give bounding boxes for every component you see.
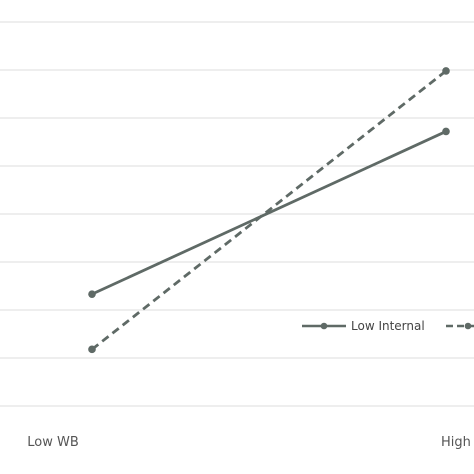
legend-label-low-internal: Low Internal — [351, 319, 425, 333]
series-1-point-0 — [88, 345, 96, 354]
series-line-1 — [91, 69, 447, 351]
series-line-0 — [91, 130, 447, 296]
legend-marker-dashed — [464, 322, 472, 330]
series-layer — [88, 67, 450, 354]
gridlines — [0, 21, 474, 407]
legend-marker-low-internal — [320, 322, 328, 330]
series-1-point-1 — [442, 67, 450, 75]
x-tick-label-1: High — [441, 435, 471, 450]
x-tick-label-0: Low WB — [27, 435, 79, 450]
series-0-point-1 — [442, 127, 450, 136]
x-axis-ticks: Low WB High — [27, 435, 471, 450]
series-0-point-0 — [88, 290, 96, 298]
legend: Low Internal — [302, 319, 474, 333]
